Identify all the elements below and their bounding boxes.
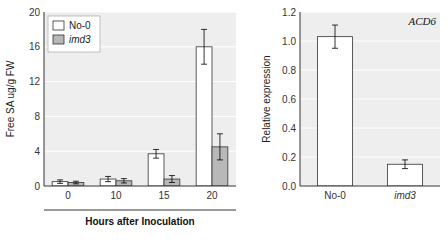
error-bar bbox=[402, 160, 408, 169]
y-tick-label: 0.2 bbox=[282, 152, 296, 163]
error-cap bbox=[169, 182, 175, 183]
grid-line bbox=[300, 186, 440, 187]
marks bbox=[52, 29, 228, 186]
error-cap bbox=[121, 178, 127, 179]
error-bar bbox=[201, 29, 207, 64]
y-tick-label: 1.0 bbox=[282, 36, 296, 47]
error-cap bbox=[121, 182, 127, 183]
bar bbox=[148, 154, 164, 186]
error-stem bbox=[60, 180, 61, 183]
x-tick-label: 15 bbox=[158, 190, 170, 201]
plot-background bbox=[44, 12, 236, 186]
error-stem bbox=[123, 179, 124, 183]
error-stem bbox=[204, 29, 205, 64]
x-tick-label: No-0 bbox=[324, 190, 346, 201]
error-cap bbox=[105, 181, 111, 182]
y-tick-label: 0 bbox=[34, 181, 40, 192]
error-bar bbox=[153, 149, 159, 158]
legend-swatch bbox=[53, 21, 64, 30]
y-tick-label: 0.4 bbox=[282, 123, 296, 134]
x-tick-label: 10 bbox=[110, 190, 122, 201]
grid-line bbox=[44, 12, 236, 13]
error-bar bbox=[217, 134, 223, 160]
x-tick-label: 20 bbox=[206, 190, 218, 201]
y-tick-label: 20 bbox=[29, 7, 41, 18]
x-tick-label: imd3 bbox=[394, 190, 416, 201]
error-cap bbox=[105, 176, 111, 177]
error-cap bbox=[73, 183, 79, 184]
y-axis-line bbox=[44, 12, 45, 186]
y-tick-label: 8 bbox=[34, 111, 40, 122]
error-stem bbox=[171, 176, 172, 183]
error-cap bbox=[169, 175, 175, 176]
chart: 0 4 8 12 16 20 0 10 15 20 Free SA ug/g FW Hours aft… bbox=[5, 7, 236, 228]
error-bar bbox=[57, 180, 63, 183]
legend: No-0 imd3 bbox=[48, 16, 100, 52]
error-cap bbox=[402, 159, 408, 160]
y-tick-label: 1.2 bbox=[282, 7, 296, 18]
y-axis-label: Relative expression bbox=[261, 55, 272, 142]
title: ACD6 bbox=[408, 15, 437, 27]
error-cap bbox=[57, 179, 63, 180]
legend-label: No-0 bbox=[69, 20, 91, 31]
error-stem bbox=[108, 176, 109, 181]
y-axis-label: Free SA ug/g FW bbox=[5, 60, 16, 137]
error-cap bbox=[332, 25, 338, 26]
y-tick-label: 0.8 bbox=[282, 65, 296, 76]
error-bar bbox=[121, 179, 127, 183]
x-label-rule bbox=[44, 210, 236, 211]
y-tick-label: 16 bbox=[29, 41, 41, 52]
error-bar bbox=[332, 25, 338, 48]
y-tick-label: 12 bbox=[29, 76, 41, 87]
plot-background bbox=[300, 12, 440, 186]
error-cap bbox=[217, 159, 223, 160]
error-cap bbox=[332, 48, 338, 49]
grid-line bbox=[44, 186, 236, 187]
bar bbox=[318, 37, 353, 186]
error-cap bbox=[402, 168, 408, 169]
grid-line bbox=[300, 12, 440, 13]
legend-label: imd3 bbox=[69, 34, 91, 45]
error-cap bbox=[201, 64, 207, 65]
error-stem bbox=[405, 160, 406, 169]
error-cap bbox=[217, 133, 223, 134]
error-cap bbox=[57, 183, 63, 184]
x-axis-line bbox=[300, 186, 440, 187]
error-cap bbox=[201, 29, 207, 30]
bar bbox=[196, 47, 212, 186]
legend-swatch bbox=[53, 35, 64, 44]
error-stem bbox=[335, 25, 336, 48]
y-axis-line bbox=[300, 12, 301, 186]
legend-frame bbox=[48, 16, 100, 52]
y-tick-label: 0.0 bbox=[282, 181, 296, 192]
error-cap bbox=[73, 181, 79, 182]
x-axis-label: Hours after Inoculation bbox=[85, 216, 194, 227]
chart: 0.0 0.2 0.4 0.6 0.8 1.0 1.2 No-0 imd3 Relative ex… bbox=[261, 7, 440, 202]
y-tick-label: 0.6 bbox=[282, 94, 296, 105]
figure: 0 4 8 12 16 20 0 10 15 20 Free SA ug/g FW Hours aft… bbox=[0, 0, 448, 252]
x-axis-line bbox=[44, 186, 236, 187]
x-tick-label: 0 bbox=[65, 190, 71, 201]
error-bar bbox=[73, 181, 79, 184]
error-stem bbox=[156, 149, 157, 158]
error-bar bbox=[169, 176, 175, 183]
error-stem bbox=[219, 134, 220, 160]
marks bbox=[318, 25, 423, 186]
error-cap bbox=[153, 158, 159, 159]
y-tick-label: 4 bbox=[34, 146, 40, 157]
error-bar bbox=[105, 176, 111, 181]
error-cap bbox=[153, 149, 159, 150]
